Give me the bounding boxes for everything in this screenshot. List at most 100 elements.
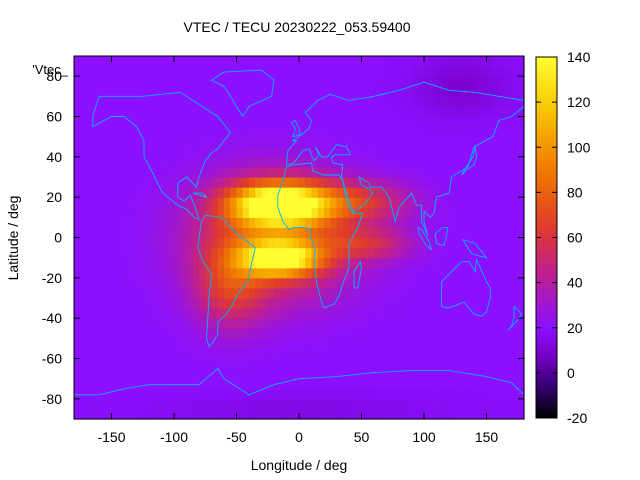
heatmap-cell — [349, 378, 356, 390]
heatmap-cell — [217, 237, 225, 249]
heatmap-cell — [367, 277, 375, 289]
heatmap-cell — [86, 207, 94, 218]
heatmap-cell — [349, 136, 356, 148]
heatmap-cell — [205, 287, 213, 299]
heatmap-cell — [380, 358, 388, 370]
heatmap-cell — [142, 166, 150, 178]
heatmap-cell — [299, 328, 306, 339]
heatmap-cell — [305, 136, 313, 148]
heatmap-cell — [205, 318, 213, 329]
heatmap-cell — [224, 187, 231, 198]
heatmap-cell — [174, 348, 181, 360]
heatmap-cell — [380, 348, 388, 360]
heatmap-cell — [386, 388, 394, 400]
heatmap-cell — [86, 267, 94, 279]
heatmap-cell — [392, 378, 400, 390]
heatmap-cell — [324, 187, 331, 198]
heatmap-cell — [80, 318, 88, 329]
heatmap-cell — [249, 207, 256, 218]
heatmap-cell — [449, 217, 456, 229]
heatmap-cell — [517, 156, 525, 168]
heatmap-cell — [92, 227, 100, 239]
heatmap-cell — [336, 207, 344, 218]
heatmap-cell — [511, 267, 519, 279]
heatmap-cell — [367, 328, 375, 339]
heatmap-cell — [424, 156, 431, 168]
heatmap-cell — [286, 247, 294, 259]
heatmap-cell — [105, 267, 113, 279]
heatmap-cell — [224, 378, 231, 390]
heatmap-cell — [167, 318, 175, 329]
heatmap-cell — [174, 298, 181, 309]
heatmap-cell — [317, 378, 325, 390]
heatmap-cell — [236, 388, 244, 400]
heatmap-cell — [130, 348, 138, 360]
heatmap-cell — [217, 287, 225, 299]
heatmap-cell — [92, 318, 100, 329]
heatmap-cell — [236, 166, 244, 178]
heatmap-cell — [111, 56, 119, 67]
heatmap-cell — [224, 267, 231, 279]
heatmap-cell — [474, 358, 481, 370]
heatmap-cell — [317, 146, 325, 158]
heatmap-cell — [136, 338, 144, 350]
heatmap-cell — [442, 96, 450, 108]
heatmap-cell — [124, 146, 131, 158]
heatmap-cell — [286, 277, 294, 289]
heatmap-cell — [161, 267, 169, 279]
heatmap-cell — [292, 237, 300, 249]
heatmap-cell — [117, 177, 125, 188]
heatmap-cell — [280, 227, 288, 239]
heatmap-cell — [286, 76, 294, 87]
heatmap-cell — [492, 298, 500, 309]
heatmap-cell — [336, 328, 344, 339]
heatmap-cell — [299, 156, 306, 168]
heatmap-cell — [174, 388, 181, 400]
heatmap-cell — [236, 338, 244, 350]
heatmap-cell — [186, 398, 194, 410]
heatmap-cell — [74, 408, 81, 420]
heatmap-cell — [249, 308, 256, 319]
heatmap-cell — [180, 166, 188, 178]
heatmap-cell — [142, 388, 150, 400]
heatmap-cell — [330, 217, 338, 229]
heatmap-cell — [117, 106, 125, 118]
heatmap-cell — [317, 398, 325, 410]
heatmap-cell — [286, 197, 294, 208]
heatmap-cell — [205, 408, 213, 420]
heatmap-cell — [455, 86, 463, 97]
heatmap-cell — [317, 368, 325, 380]
heatmap-cell — [417, 197, 425, 208]
heatmap-cell — [149, 66, 156, 77]
heatmap-cell — [374, 136, 381, 148]
heatmap-cell — [274, 277, 281, 289]
heatmap-cell — [236, 197, 244, 208]
heatmap-cell — [299, 126, 306, 138]
heatmap-cell — [299, 66, 306, 77]
heatmap-cell — [336, 257, 344, 269]
heatmap-cell — [361, 106, 369, 118]
heatmap-cell — [405, 267, 413, 279]
heatmap-cell — [442, 227, 450, 239]
heatmap-cell — [192, 308, 200, 319]
heatmap-cell — [405, 358, 413, 370]
heatmap-cell — [186, 96, 194, 108]
heatmap-cell — [405, 247, 413, 259]
heatmap-cell — [511, 338, 519, 350]
heatmap-cell — [155, 197, 163, 208]
heatmap-cell — [355, 187, 363, 198]
heatmap-cell — [117, 66, 125, 77]
heatmap-cell — [342, 368, 350, 380]
heatmap-cell — [374, 318, 381, 329]
heatmap-cell — [486, 378, 494, 390]
heatmap-cell — [305, 408, 313, 420]
heatmap-cell — [224, 106, 231, 118]
heatmap-cell — [436, 56, 444, 67]
heatmap-cell — [130, 277, 138, 289]
heatmap-cell — [105, 177, 113, 188]
heatmap-cell — [480, 348, 488, 360]
heatmap-cell — [367, 66, 375, 77]
heatmap-cell — [324, 368, 331, 380]
heatmap-cell — [267, 348, 275, 360]
heatmap-cell — [274, 328, 281, 339]
